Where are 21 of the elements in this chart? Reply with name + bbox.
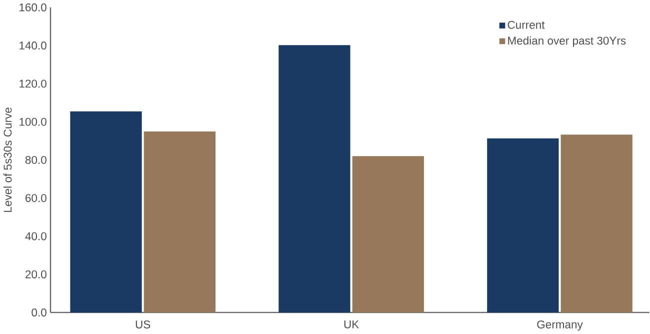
y-tick-label: 40.0 — [25, 232, 46, 240]
legend-label: Median over past 30Yrs — [508, 36, 626, 47]
x-tick-label: Germany — [537, 320, 583, 331]
bar — [70, 111, 142, 312]
y-tick-label: 140.0 — [20, 42, 46, 50]
bar — [144, 132, 216, 312]
y-tick-label: 80.0 — [25, 156, 46, 164]
y-tick-label: 160.0 — [20, 3, 46, 12]
legend-label: Current — [508, 20, 545, 29]
x-tick-label: UK — [344, 320, 359, 328]
x-tick-label: US — [136, 320, 150, 328]
y-tick-label: 120.0 — [20, 80, 46, 88]
y-tick-label: 60.0 — [26, 194, 46, 202]
y-tick-label: 0.0 — [32, 308, 46, 316]
y-tick-label: 100.0 — [20, 118, 46, 126]
bar — [278, 45, 350, 312]
bar — [352, 156, 424, 312]
y-axis-title: Level of 5s30s Curve — [3, 108, 12, 212]
bar — [487, 138, 559, 312]
y-tick-label: 20.0 — [26, 270, 46, 278]
bar — [560, 134, 632, 312]
